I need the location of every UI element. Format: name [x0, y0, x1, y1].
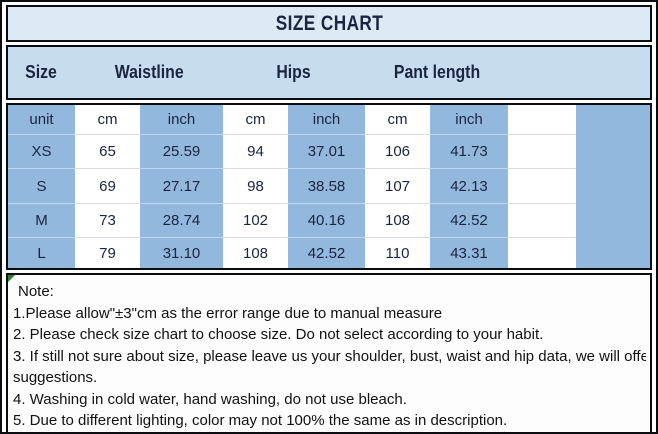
- empty-cell: [576, 105, 650, 134]
- size-table: unit cm inch cm inch cm inch XS 65 25.59…: [6, 103, 652, 270]
- table-cell: 98: [223, 168, 288, 203]
- table-cell: 106: [365, 134, 430, 168]
- header-size: Size: [25, 62, 58, 82]
- table-cell: inch: [430, 105, 508, 134]
- table-cell: 69: [75, 168, 140, 203]
- table-cell: 42.52: [430, 203, 508, 237]
- table-cell: cm: [223, 105, 288, 134]
- empty-cell: [576, 168, 650, 203]
- table-cell: 27.17: [140, 168, 223, 203]
- row-label-xs: XS: [8, 134, 75, 168]
- empty-cell: [508, 203, 576, 237]
- empty-cell: [508, 168, 576, 203]
- header-pant-length: Pant length: [393, 62, 480, 82]
- empty-cell: [576, 203, 650, 237]
- note-line: 4. Washing in cold water, hand washing, …: [13, 390, 407, 408]
- table-cell: 65: [75, 134, 140, 168]
- table-cell: cm: [75, 105, 140, 134]
- header-hips: Hips: [276, 62, 312, 82]
- table-cell: inch: [140, 105, 223, 134]
- table-cell: 102: [223, 203, 288, 237]
- table-cell: 38.58: [288, 168, 365, 203]
- table-cell: 43.31: [430, 237, 508, 268]
- note-line: 1.Please allow"±3"cm as the error range …: [13, 304, 443, 322]
- table-cell: 108: [223, 237, 288, 268]
- page-title: SIZE CHART: [275, 11, 383, 35]
- table-cell: 94: [223, 134, 288, 168]
- header-waistline: Waistline: [114, 62, 184, 82]
- empty-cell: [576, 237, 650, 268]
- table-cell: inch: [288, 105, 365, 134]
- cell-corner-marker-icon: [8, 275, 15, 282]
- empty-cell: [508, 105, 576, 134]
- empty-cell: [508, 237, 576, 268]
- empty-cell: [508, 134, 576, 168]
- row-label-s: S: [8, 168, 75, 203]
- note-line: 2. Please check size chart to choose siz…: [13, 326, 544, 343]
- table-cell: 42.52: [288, 237, 365, 268]
- notes-section: Note: 1.Please allow"±3"cm as the error …: [6, 273, 652, 434]
- table-cell: 42.13: [430, 168, 508, 203]
- table-cell: 25.59: [140, 134, 223, 168]
- table-cell: 40.16: [288, 203, 365, 237]
- table-cell: 28.74: [140, 203, 223, 237]
- table-cell: 108: [365, 203, 430, 237]
- table-cell: 37.01: [288, 134, 365, 168]
- table-cell: 107: [365, 168, 430, 203]
- note-line: suggestions.: [13, 369, 98, 386]
- table-cell: 79: [75, 237, 140, 268]
- title-bar: SIZE CHART: [6, 5, 652, 42]
- table-cell: 41.73: [430, 134, 508, 168]
- table-cell: 31.10: [140, 237, 223, 268]
- empty-cell: [576, 134, 650, 168]
- row-label-m: M: [8, 203, 75, 237]
- notes-heading: Note:: [18, 283, 54, 300]
- row-label-l: L: [8, 237, 75, 268]
- table-header-row: Size Waistline Hips Pant length: [6, 45, 652, 100]
- note-line: 5. Due to different lighting, color may …: [13, 412, 508, 429]
- table-cell: cm: [365, 105, 430, 134]
- table-cell: 110: [365, 237, 430, 268]
- note-line: 3. If still not sure about size, please …: [13, 347, 646, 365]
- unit-label-cell: unit: [8, 105, 75, 134]
- table-cell: 73: [75, 203, 140, 237]
